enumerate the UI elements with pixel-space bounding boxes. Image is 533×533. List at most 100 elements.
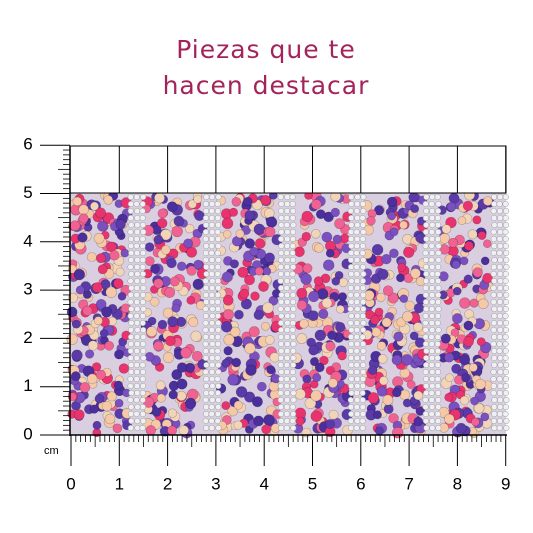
rhinestone: [353, 361, 360, 369]
rhinestone: [283, 417, 290, 425]
rhinestone: [360, 319, 367, 327]
rhinestone: [277, 382, 284, 390]
rhinestone: [348, 200, 355, 208]
rhinestone: [491, 354, 498, 362]
rhinestone: [134, 270, 141, 278]
rhinestone: [496, 333, 503, 341]
rhinestone: [278, 249, 285, 257]
bead: [171, 369, 183, 381]
rhinestone: [214, 333, 221, 341]
rhinestone: [496, 305, 503, 313]
bead: [222, 309, 234, 321]
rhinestone: [429, 207, 436, 215]
rhinestone: [140, 284, 147, 292]
bead: [171, 225, 183, 238]
rhinestone: [422, 410, 429, 418]
rhinestone: [208, 291, 215, 299]
rhinestone: [289, 256, 297, 264]
rhinestone: [422, 326, 429, 334]
rhinestone: [422, 403, 429, 411]
rhinestone: [359, 214, 366, 222]
rhinestone: [423, 305, 430, 313]
rhinestone: [435, 200, 442, 208]
bead: [440, 333, 451, 344]
bead: [313, 276, 324, 286]
bead: [294, 388, 306, 400]
rhinestone: [429, 270, 436, 278]
rhinestone: [502, 340, 509, 348]
rhinestone: [502, 389, 509, 397]
bead: [187, 199, 197, 209]
bead: [70, 371, 81, 382]
bead: [477, 298, 489, 310]
rhinestone: [203, 424, 210, 432]
rhinestone: [283, 382, 290, 390]
rhinestone: [283, 403, 290, 411]
rhinestone: [140, 193, 147, 201]
rhinestone: [284, 347, 291, 355]
bead: [231, 357, 242, 368]
rhinestone: [423, 235, 430, 243]
rhinestone: [278, 368, 285, 376]
rhinestone: [215, 235, 222, 243]
bead: [113, 380, 124, 390]
rhinestone: [278, 424, 285, 432]
rhinestone: [290, 284, 297, 292]
rhinestone: [429, 424, 436, 432]
rhinestone: [203, 403, 210, 411]
rhinestone: [128, 270, 135, 278]
rhinestone: [202, 326, 209, 334]
rhinestone: [208, 375, 216, 383]
rhinestone: [214, 291, 221, 299]
rhinestone: [359, 284, 366, 292]
rhinestone: [278, 228, 285, 236]
bead: [318, 308, 329, 320]
rhinestone: [289, 242, 296, 250]
rhinestone: [348, 410, 355, 418]
bead: [393, 331, 404, 342]
rhinestone: [215, 326, 222, 334]
rhinestone: [290, 221, 297, 229]
rhinestone: [353, 228, 360, 236]
rhinestone: [289, 403, 296, 411]
rhinestone: [422, 396, 429, 404]
rhinestone: [502, 375, 509, 383]
rhinestone: [434, 361, 441, 369]
rhinestone: [434, 319, 441, 327]
bead: [254, 238, 266, 249]
rhinestone: [208, 417, 215, 425]
rhinestone: [283, 389, 291, 397]
bead: [337, 350, 347, 361]
rhinestone: [491, 312, 498, 320]
rhinestone: [348, 249, 355, 257]
rhinestone: [215, 403, 222, 411]
rhinestone: [502, 235, 509, 243]
rhinestone: [360, 193, 367, 201]
rhinestone: [214, 305, 222, 313]
rhinestone: [139, 312, 146, 320]
rhinestone: [290, 263, 297, 271]
rhinestone: [503, 424, 510, 432]
bead: [401, 354, 413, 366]
rhinestone: [360, 354, 367, 362]
rhinestone: [502, 277, 509, 285]
rhinestone: [490, 207, 497, 215]
rhinestone: [502, 410, 509, 418]
rhinestone: [422, 375, 430, 383]
rhinestone: [284, 298, 291, 306]
rhinestone: [208, 221, 215, 229]
rhinestone: [140, 305, 147, 313]
x-label: 3: [211, 474, 220, 493]
rhinestone: [491, 410, 498, 418]
rhinestone: [347, 396, 354, 404]
rhinestone: [359, 277, 366, 285]
rhinestone: [127, 263, 134, 271]
bead: [397, 262, 407, 272]
rhinestone: [422, 333, 429, 341]
rhinestone: [435, 242, 442, 250]
rhinestone: [429, 193, 436, 201]
rhinestone: [422, 417, 430, 425]
rhinestone: [435, 284, 442, 292]
rhinestone: [208, 333, 216, 341]
rhinestone: [140, 347, 147, 355]
